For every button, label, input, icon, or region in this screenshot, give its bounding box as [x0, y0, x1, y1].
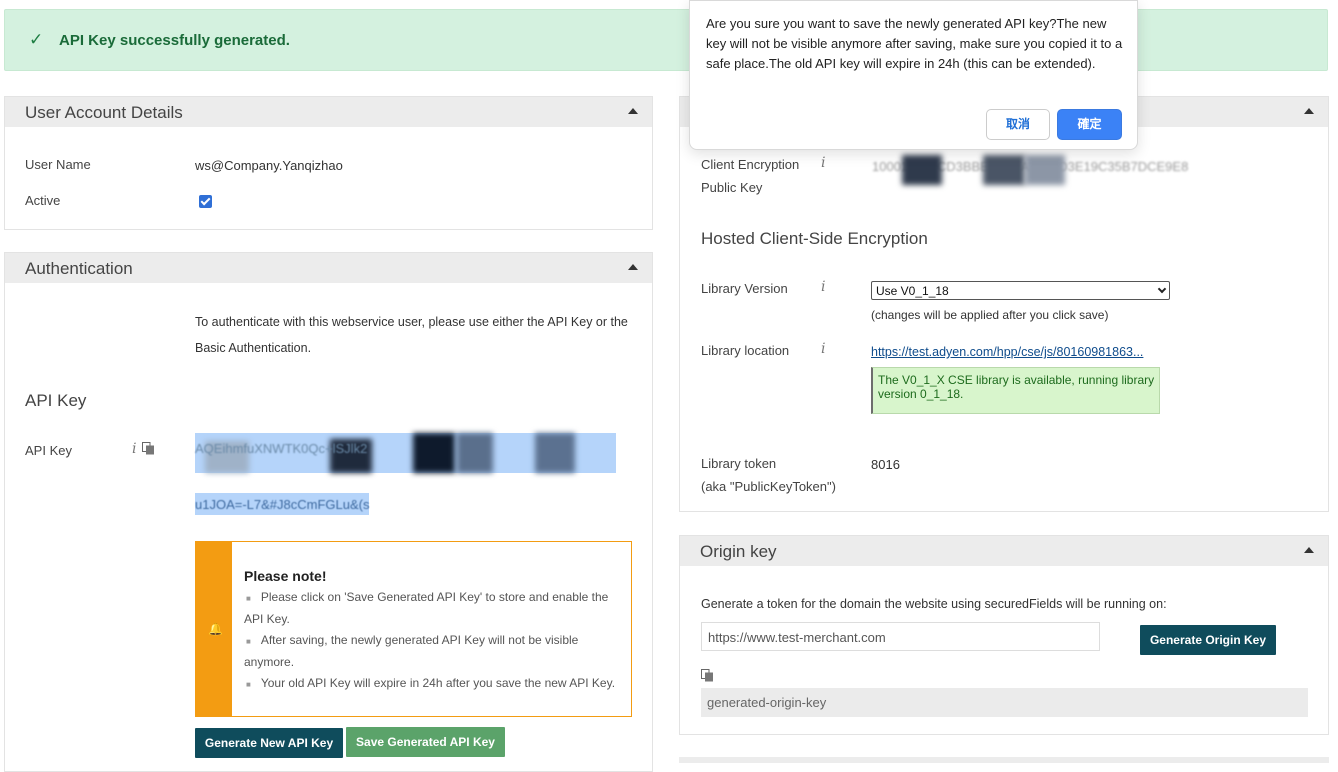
generate-origin-key-button[interactable]: Generate Origin Key: [1140, 625, 1276, 655]
dialog-message: Are you sure you want to save the newly …: [706, 16, 1123, 71]
api-key-value-line1: AQEihmfuXNWTK0Qc+lSJlk2: [195, 441, 368, 456]
client-key-label: Client Encryption: [701, 157, 800, 172]
next-panel-edge: [679, 757, 1329, 763]
active-checkbox[interactable]: [199, 195, 212, 208]
confirm-dialog: Are you sure you want to save the newly …: [689, 0, 1138, 150]
api-key-label: API Key: [25, 443, 72, 458]
library-location-label: Library location: [701, 343, 790, 358]
cancel-button[interactable]: 取消: [986, 109, 1050, 140]
library-version-selected: Use V0_1_18: [876, 284, 949, 298]
generated-origin-key-value: generated-origin-key: [707, 695, 827, 710]
confirm-button[interactable]: 確定: [1057, 109, 1122, 140]
origin-key-title: Origin key: [700, 542, 777, 561]
info-icon[interactable]: i: [821, 155, 826, 171]
chevron-down-icon: [1157, 284, 1167, 294]
api-key-value-line2: u1JOA=-L7&#J8cCmFGLu&(s: [195, 497, 370, 512]
blur-block: [330, 439, 372, 473]
info-icon[interactable]: i: [821, 279, 826, 295]
save-api-key-button[interactable]: Save Generated API Key: [346, 727, 505, 757]
note-side-bar: 🔔: [196, 542, 232, 716]
auth-description-line1: To authenticate with this webservice use…: [195, 315, 628, 329]
library-version-label: Library Version: [701, 281, 788, 296]
domain-input[interactable]: https://www.test-merchant.com: [701, 622, 1100, 651]
user-account-header[interactable]: User Account Details: [5, 97, 652, 127]
library-token-label: Library token: [701, 456, 777, 471]
note-list: ■ Please click on 'Save Generated API Key…: [244, 587, 628, 695]
collapse-caret-icon[interactable]: [1304, 547, 1314, 553]
blur-block: [983, 155, 1025, 185]
authentication-title: Authentication: [25, 259, 133, 278]
authentication-panel: Authentication To authenticate with this…: [4, 252, 653, 772]
info-icon[interactable]: i: [821, 341, 826, 357]
list-item: ■ Your old API Key will expire in 24h aft…: [246, 676, 616, 690]
blur-block: [413, 433, 455, 473]
info-icon[interactable]: i: [132, 441, 137, 457]
blur-block: [457, 433, 493, 473]
blur-block: [535, 433, 575, 473]
blur-block: [1025, 155, 1065, 185]
checkmark-icon: ✓: [29, 30, 44, 49]
library-version-select[interactable]: Use V0_1_18: [871, 281, 1170, 300]
note-box: 🔔 Please note! ■ Please click on 'Save Ge…: [195, 541, 632, 717]
note-title: Please note!: [244, 568, 327, 584]
authentication-header[interactable]: Authentication: [5, 253, 652, 283]
library-status-text: The V0_1_X CSE library is available, run…: [878, 373, 1155, 401]
collapse-caret-icon[interactable]: [1304, 108, 1314, 114]
cse-panel: Client Encryption Public Key i 10001|CA9…: [679, 96, 1329, 512]
library-token-value: 8016: [871, 457, 900, 472]
generate-api-key-button[interactable]: Generate New API Key: [195, 728, 343, 758]
api-key-selection-line2: [195, 493, 369, 515]
origin-key-description: Generate a token for the domain the webs…: [701, 597, 1167, 611]
origin-key-panel: Origin key Generate a token for the doma…: [679, 535, 1329, 735]
copy-icon[interactable]: [142, 442, 155, 455]
generated-origin-key-field[interactable]: generated-origin-key: [701, 688, 1308, 717]
client-key-label-2: Public Key: [701, 180, 763, 195]
blur-block: [205, 441, 249, 473]
list-item: ■ After saving, the newly generated API K…: [244, 633, 579, 669]
user-name-value: ws@Company.Yanqizhao: [195, 158, 343, 173]
auth-description-line2: Basic Authentication.: [195, 341, 312, 355]
library-version-hint: (changes will be applied after you click…: [871, 308, 1109, 322]
library-token-label-2: (aka "PublicKeyToken"): [701, 479, 836, 494]
user-name-label: User Name: [25, 157, 91, 172]
list-item: ■ Please click on 'Save Generated API Key…: [244, 590, 609, 626]
active-label: Active: [25, 193, 61, 208]
origin-key-header[interactable]: Origin key: [680, 536, 1328, 566]
collapse-caret-icon[interactable]: [628, 264, 638, 270]
user-account-panel: User Account Details User Name ws@Compan…: [4, 96, 653, 230]
hosted-cse-heading: Hosted Client-Side Encryption: [701, 229, 928, 248]
copy-icon[interactable]: [701, 669, 714, 682]
api-key-heading: API Key: [25, 391, 87, 410]
user-account-title: User Account Details: [25, 103, 183, 122]
library-location-link[interactable]: https://test.adyen.com/hpp/cse/js/801609…: [871, 345, 1144, 359]
blur-block: [902, 155, 942, 185]
success-message: API Key successfully generated.: [59, 32, 290, 49]
collapse-caret-icon[interactable]: [628, 108, 638, 114]
bell-icon: 🔔: [208, 622, 223, 636]
domain-input-value: https://www.test-merchant.com: [708, 630, 886, 645]
library-status-box: The V0_1_X CSE library is available, run…: [871, 367, 1160, 414]
